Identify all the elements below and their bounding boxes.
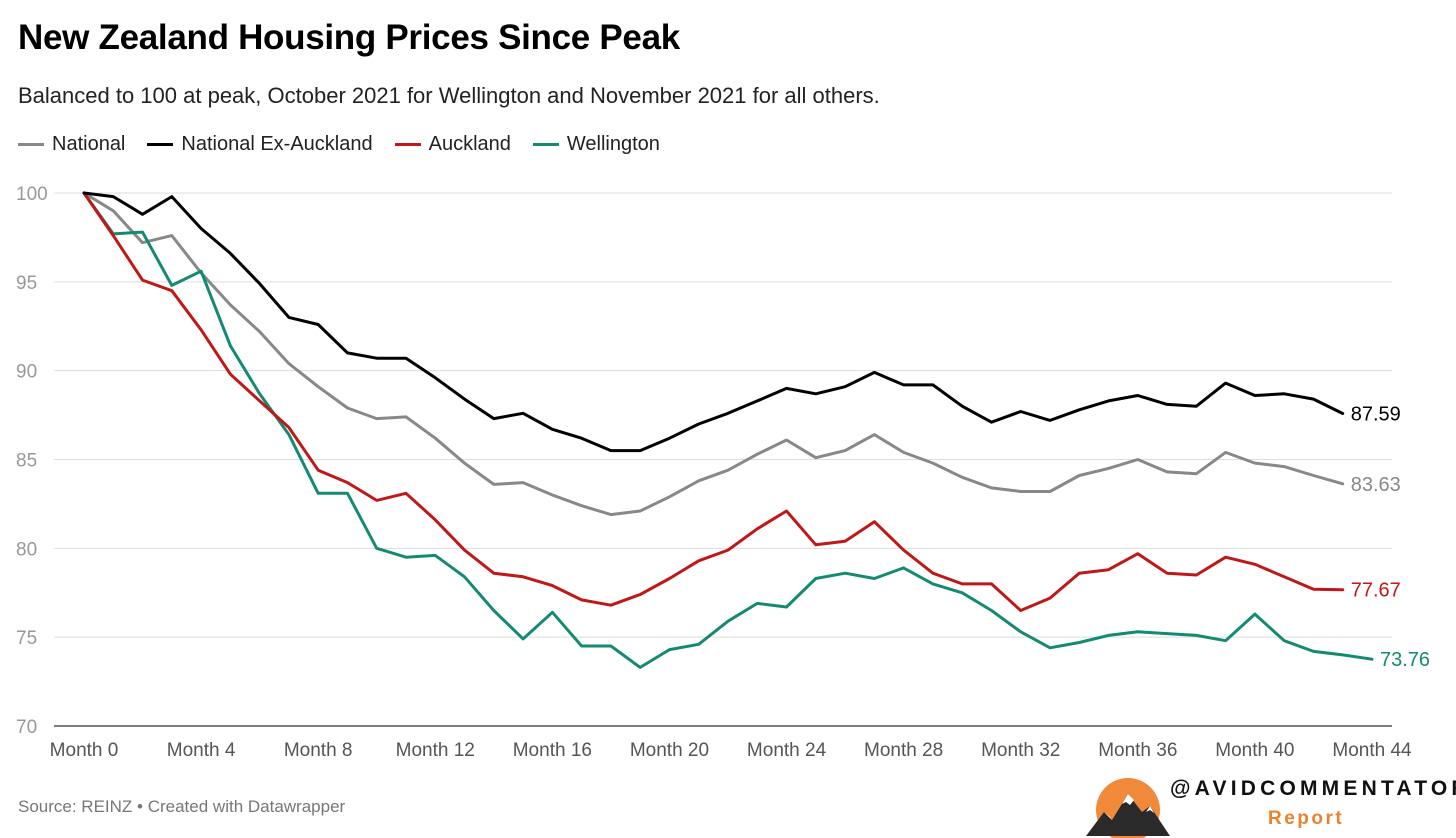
legend-label: National Ex-Auckland [181, 133, 373, 155]
legend-label: Wellington [566, 133, 660, 155]
legend-swatch [394, 143, 421, 146]
series-line [82, 191, 1345, 517]
source-note: Source: REINZ • Created with Datawrapper [18, 797, 346, 816]
x-tick-label: Month 24 [747, 740, 827, 761]
y-tick-label: 80 [16, 539, 37, 560]
x-tick-label: Month 16 [513, 740, 592, 761]
series-line [82, 191, 1345, 453]
chart-legend: National National Ex-Auckland Auckland Well… [18, 133, 660, 156]
x-tick-label: Month 44 [1332, 740, 1412, 761]
x-tick-label: Month 28 [864, 740, 943, 761]
x-tick-label: Month 0 [50, 740, 119, 761]
chart-subtitle: Balanced to 100 at peak, October 2021 fo… [18, 83, 880, 108]
x-tick-label: Month 20 [630, 740, 709, 761]
y-tick-label: 85 [16, 451, 37, 472]
legend-swatch [532, 143, 559, 146]
legend-swatch [18, 143, 44, 146]
y-tick-label: 70 [16, 717, 37, 738]
x-tick-label: Month 32 [981, 740, 1060, 761]
legend-item: National [18, 133, 125, 156]
legend-swatch [147, 143, 174, 146]
x-tick-label: Month 12 [396, 740, 475, 761]
y-tick-label: 75 [16, 628, 37, 649]
brand-sub: Report [1268, 808, 1345, 829]
end-value-label: 83.63 [1351, 474, 1401, 496]
brand-block: @AVIDCOMMENTATOR Report [1086, 770, 1456, 838]
x-tick-label: Month 4 [167, 740, 236, 761]
y-tick-label: 90 [16, 362, 37, 383]
legend-item: Auckland [394, 133, 511, 156]
legend-item: National Ex-Auckland [147, 133, 373, 156]
series-line [82, 191, 1374, 669]
end-value-label: 73.76 [1380, 649, 1430, 671]
x-tick-label: Month 36 [1098, 740, 1177, 761]
legend-item: Wellington [532, 133, 660, 156]
x-tick-label: Month 8 [284, 740, 353, 761]
y-tick-label: 95 [16, 273, 37, 294]
chart-title: New Zealand Housing Prices Since Peak [18, 18, 680, 57]
legend-label: Auckland [428, 133, 511, 155]
x-tick-label: Month 40 [1215, 740, 1294, 761]
legend-label: National [52, 133, 126, 155]
end-value-label: 87.59 [1351, 403, 1401, 425]
series-line [82, 191, 1345, 612]
end-value-label: 77.67 [1351, 580, 1401, 602]
y-tick-label: 100 [16, 184, 48, 205]
brand-handle: @AVIDCOMMENTATOR [1170, 777, 1456, 800]
mountain-sun-logo-icon [1086, 778, 1170, 838]
